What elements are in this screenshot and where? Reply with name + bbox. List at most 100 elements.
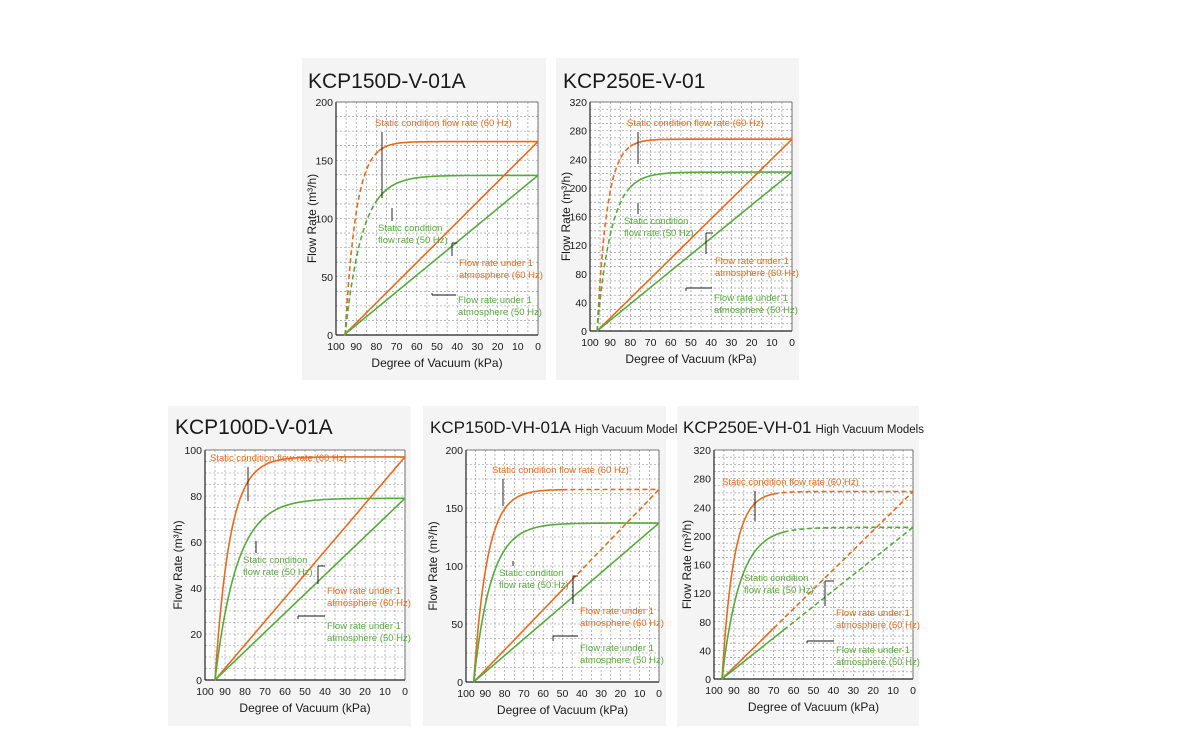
annotation-text: Static condition <box>499 568 563 579</box>
y-tick-label: 240 <box>693 502 711 514</box>
x-tick-label: 30 <box>472 341 484 353</box>
x-tick-label: 70 <box>259 686 271 698</box>
chart-panel-kcp150d-v-01a: KCP150D-V-01A 100 90 80 70 60 50 40 30 20 10 0 0 50 10… <box>302 58 546 380</box>
x-tick-label: 40 <box>319 686 331 698</box>
y-tick-label: 40 <box>575 297 587 309</box>
x-tick-label: 70 <box>645 337 657 349</box>
series-line-dashed <box>783 526 914 631</box>
chart-title: KCP250E-VH-01 High Vacuum Models <box>683 418 924 437</box>
x-axis-label: Degree of Vacuum (kPa) <box>371 356 502 370</box>
x-tick-label: 90 <box>219 686 231 698</box>
x-tick-label: 90 <box>479 688 491 700</box>
y-axis-label: Flow Rate (m³/h) <box>171 520 185 609</box>
x-tick-label: 20 <box>867 685 879 697</box>
annotation-text: Static condition <box>624 216 688 227</box>
x-tick-label: 40 <box>451 341 463 353</box>
y-axis-label: Flow Rate (m³/h) <box>426 521 440 610</box>
x-tick-label: 50 <box>685 337 697 349</box>
x-tick-label: 90 <box>350 341 362 353</box>
annotation-text: flow rate (50 Hz) <box>744 585 814 596</box>
x-axis-label: Degree of Vacuum (kPa) <box>239 701 370 715</box>
series-0 <box>596 138 792 332</box>
y-tick-label: 150 <box>315 155 333 167</box>
x-tick-label: 60 <box>665 337 677 349</box>
y-tick-label: 0 <box>457 677 463 689</box>
annotation: Static condition flow rate (60 Hz) <box>210 453 347 501</box>
series-line-dashed <box>571 488 660 581</box>
annotation-text: Static condition <box>378 223 442 234</box>
series-line <box>721 531 784 680</box>
grid <box>589 101 793 332</box>
annotation-text: Static condition flow rate (60 Hz) <box>722 477 859 488</box>
series-line <box>473 522 660 683</box>
series-2 <box>214 456 406 681</box>
annotation-text: Static condition flow rate (60 Hz) <box>492 465 629 476</box>
grid <box>335 101 539 336</box>
chart-title: KCP150D-VH-01A High Vacuum Models <box>430 418 683 437</box>
y-tick-label: 200 <box>569 183 587 195</box>
y-tick-label: 0 <box>327 330 333 342</box>
annotation-text: flow rate (50 Hz) <box>378 235 448 246</box>
x-tick-label: 0 <box>910 685 916 697</box>
series-0 <box>472 488 659 683</box>
annotation-text: atmosphere (50 Hz) <box>580 655 664 666</box>
x-tick-label: 0 <box>789 337 795 349</box>
series-line <box>214 456 406 681</box>
y-tick-label: 150 <box>445 503 463 515</box>
series-line <box>721 629 785 680</box>
series-line <box>214 497 405 681</box>
x-tick-label: 100 <box>327 341 345 353</box>
x-tick-label: 100 <box>196 686 214 698</box>
annotation-text: Flow rate under 1 <box>836 645 910 656</box>
y-tick-label: 0 <box>196 675 202 687</box>
chart-panel-kcp150d-vh-01a: KCP150D-VH-01A High Vacuum Models 100 90 80 7… <box>423 406 683 726</box>
series-line-dashed <box>596 186 631 332</box>
chart-panel-kcp250e-vh-01: KCP250E-VH-01 High Vacuum Models 100 90 80 70… <box>677 406 924 726</box>
x-tick-label: 50 <box>557 688 569 700</box>
series-1 <box>596 171 792 332</box>
x-tick-label: 80 <box>239 686 251 698</box>
x-tick-label: 10 <box>634 688 646 700</box>
series-line <box>472 488 563 683</box>
y-axis-label: Flow Rate (m³/h) <box>680 520 694 609</box>
chart-subtitle: High Vacuum Models <box>816 424 925 436</box>
series-0 <box>214 456 405 681</box>
series-1 <box>214 497 405 681</box>
x-tick-label: 100 <box>705 685 723 697</box>
annotation-text: Flow rate under 1 <box>580 643 654 654</box>
x-tick-label: 30 <box>339 686 351 698</box>
y-tick-label: 80 <box>575 269 587 281</box>
annotation-text: Flow rate under 1 <box>715 256 789 267</box>
grid <box>465 449 660 683</box>
series-1 <box>472 522 659 683</box>
x-axis-label: Degree of Vacuum (kPa) <box>748 700 879 714</box>
x-tick-label: 100 <box>581 337 599 349</box>
x-tick-label: 20 <box>746 337 758 349</box>
y-tick-label: 320 <box>693 445 711 457</box>
x-tick-label: 80 <box>748 685 760 697</box>
x-tick-label: 0 <box>656 688 662 700</box>
annotation-text: Flow rate under 1 <box>327 621 401 632</box>
series-line <box>629 138 792 147</box>
y-tick-label: 50 <box>451 619 463 631</box>
annotation-text: Static condition flow rate (60 Hz) <box>375 118 512 129</box>
series-line-dashed <box>773 490 913 495</box>
y-tick-label: 100 <box>315 214 333 226</box>
x-tick-label: 60 <box>788 685 800 697</box>
annotation-text: Flow rate under 1 <box>714 293 788 304</box>
y-tick-label: 40 <box>699 645 711 657</box>
y-tick-label: 280 <box>693 474 711 486</box>
series-line-dashed <box>773 490 914 629</box>
annotation-text: Static condition <box>744 573 808 584</box>
series-line <box>375 174 538 202</box>
series-line <box>214 497 406 681</box>
y-tick-label: 0 <box>705 674 711 686</box>
